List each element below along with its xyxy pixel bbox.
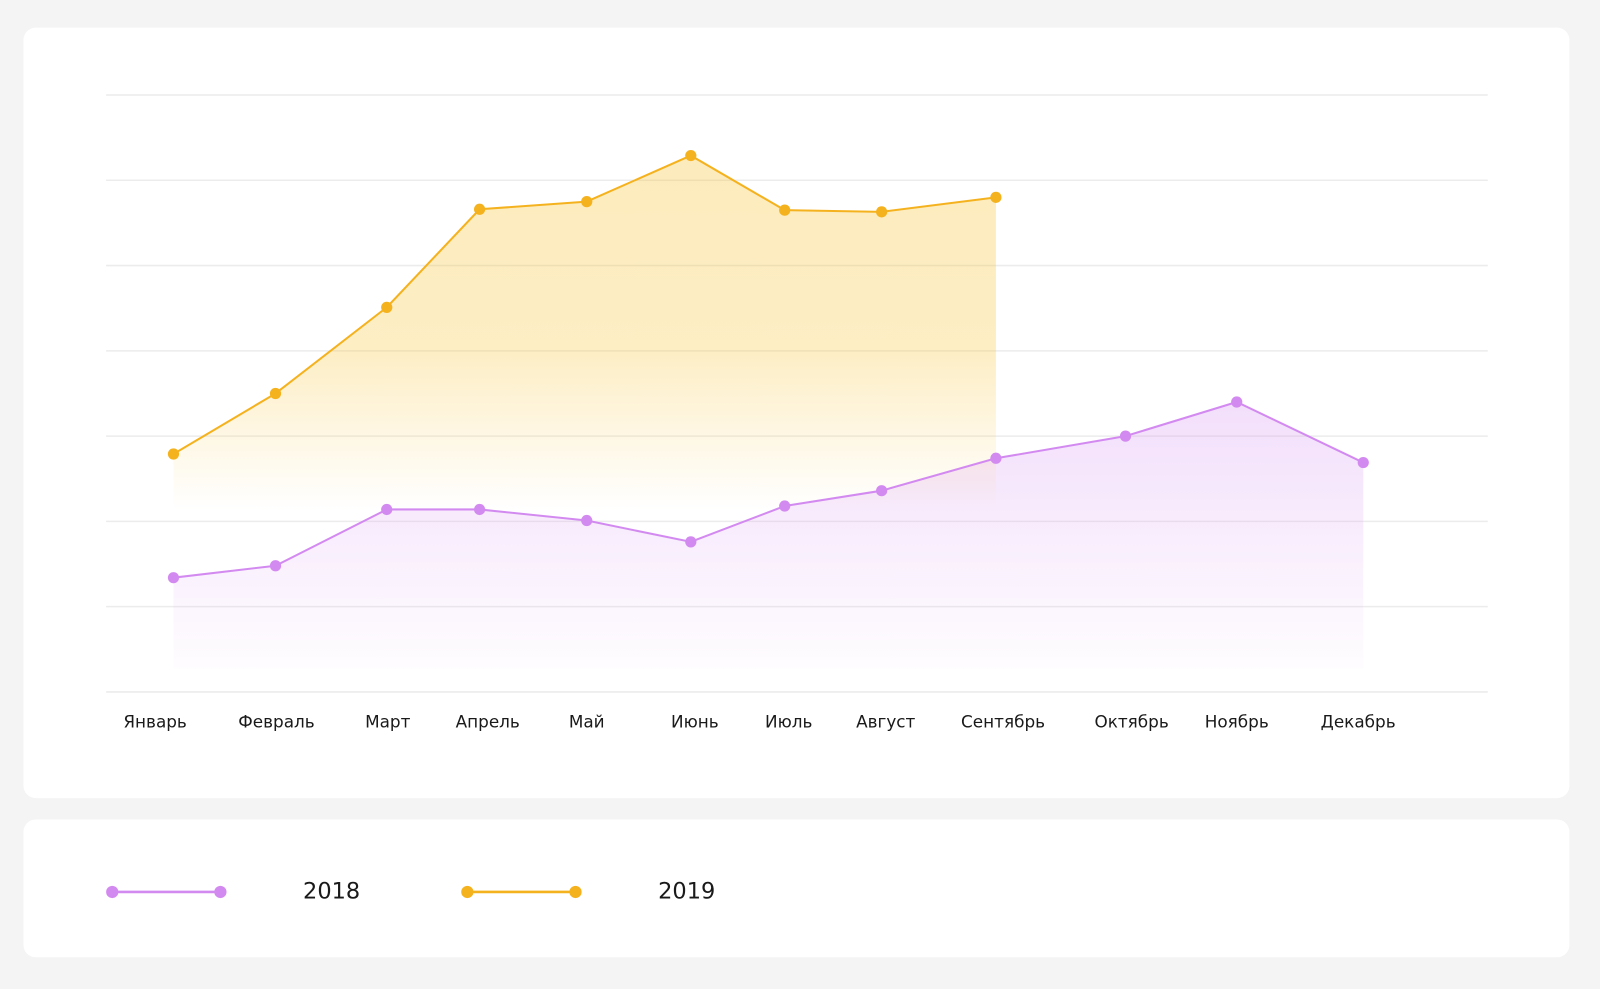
- legend-dot: [461, 885, 474, 899]
- point: [581, 195, 593, 208]
- x-tick-label: Январь: [123, 712, 187, 732]
- point: [473, 203, 486, 215]
- point: [685, 149, 697, 162]
- point: [269, 560, 282, 572]
- legend-label: 2019: [658, 878, 715, 904]
- point: [990, 452, 1002, 464]
- point: [1357, 456, 1369, 469]
- legend-label: 2018: [303, 878, 360, 904]
- point: [581, 514, 593, 527]
- point: [269, 387, 282, 400]
- area: [173, 402, 1364, 669]
- point: [779, 204, 791, 216]
- legend-card: [23, 819, 1570, 958]
- x-tick-label: Июль: [765, 712, 812, 732]
- legend-dot: [106, 885, 119, 899]
- legend-dot: [569, 885, 582, 899]
- x-tick-label: Февраль: [238, 712, 314, 732]
- x-tick-label: Апрель: [456, 712, 520, 732]
- point: [685, 536, 697, 548]
- x-tick-label: Март: [365, 712, 411, 732]
- series-line: [173, 400, 1364, 579]
- point: [167, 448, 180, 460]
- point: [167, 572, 180, 584]
- legend-dot: [214, 885, 227, 899]
- x-tick-label: Ноябрь: [1205, 712, 1269, 732]
- point: [990, 191, 1002, 203]
- x-tick-label: Май: [569, 712, 605, 732]
- area: [173, 155, 996, 511]
- x-tick-label: Декабрь: [1321, 712, 1396, 732]
- x-tick-label: Июнь: [671, 712, 719, 732]
- x-tick-label: Октябрь: [1094, 712, 1168, 732]
- x-tick-label: Сентябрь: [961, 712, 1045, 732]
- point: [1231, 396, 1243, 408]
- point: [1119, 430, 1132, 442]
- x-tick-label: Август: [856, 712, 915, 732]
- point: [876, 485, 888, 497]
- point: [381, 503, 393, 516]
- point: [381, 301, 393, 313]
- point: [473, 503, 486, 516]
- point: [779, 500, 791, 512]
- point: [876, 206, 888, 218]
